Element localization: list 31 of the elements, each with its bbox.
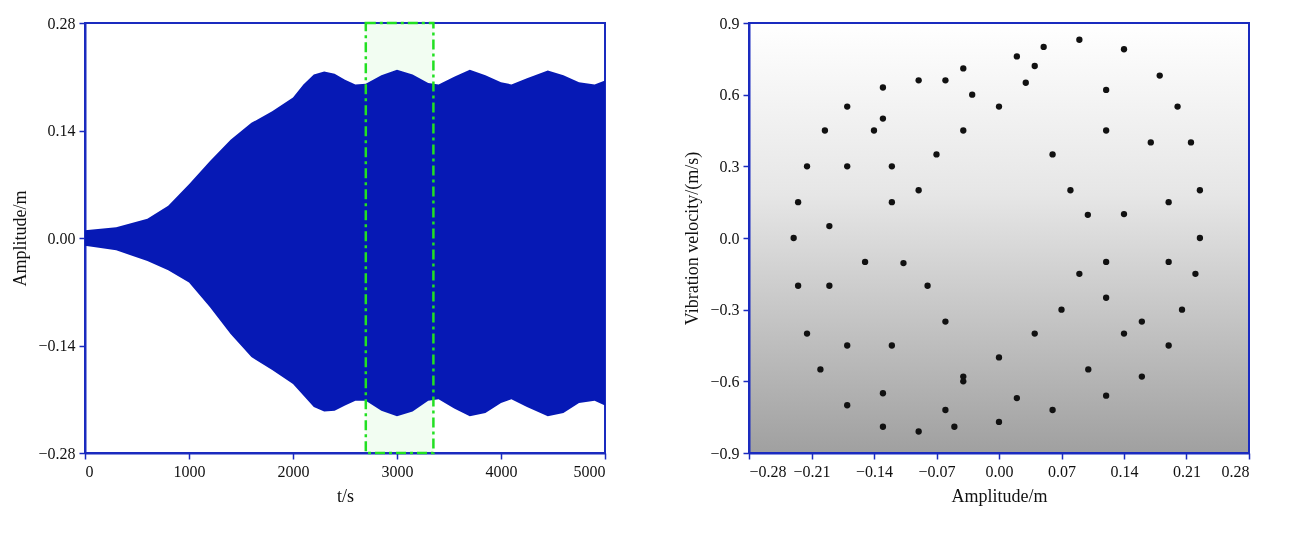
y-tick-label: 0.0 (719, 229, 740, 247)
x-tick-label: −0.28 (749, 462, 787, 480)
y-tick-label: 0.00 (47, 229, 76, 247)
y-tick-label: −0.28 (38, 444, 76, 462)
x-tick-label: 3000 (381, 462, 414, 480)
y-tick-label: −0.9 (710, 444, 740, 462)
x-tick-label: 4000 (485, 462, 518, 480)
y-tick-label: 0.6 (719, 86, 740, 104)
x-axis-title: Amplitude/m (951, 485, 1048, 506)
x-tick-label: 0.14 (1110, 462, 1139, 480)
x-tick-label: 0.21 (1173, 462, 1201, 480)
y-tick-label: −0.14 (38, 337, 76, 354)
y-tick-label: 0.3 (719, 157, 740, 175)
x-tick-label: 5000 (573, 462, 606, 480)
x-tick-label: 0.07 (1048, 462, 1076, 480)
x-tick-label: 0.00 (985, 462, 1014, 480)
x-tick-label: 2000 (277, 462, 310, 480)
y-axis-title: Vibration velocity/(m/s) (682, 151, 704, 326)
x-tick-label: 1000 (173, 462, 206, 480)
x-tick-label: −0.21 (793, 462, 831, 480)
x-tick-label: 0 (85, 462, 94, 480)
y-tick-label: 0.9 (719, 14, 740, 32)
y-tick-label: 0.28 (47, 14, 76, 32)
y-tick-label: −0.3 (710, 301, 740, 319)
x-tick-label: −0.07 (918, 462, 956, 480)
x-axis-title: t/s (336, 485, 355, 506)
x-tick-label: 0.28 (1221, 462, 1250, 480)
y-axis-title: Amplitude/m (10, 190, 31, 287)
y-tick-label: −0.6 (710, 372, 740, 390)
y-tick-label: 0.14 (47, 122, 76, 139)
x-tick-label: −0.14 (855, 462, 894, 480)
